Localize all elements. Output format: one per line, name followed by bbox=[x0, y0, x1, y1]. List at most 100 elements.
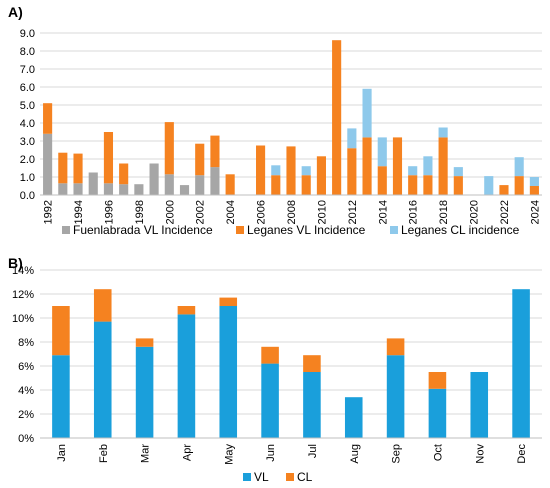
y-tick-label: 2% bbox=[18, 409, 34, 421]
bar-leganes-vl bbox=[119, 163, 129, 185]
bar-leganes-vl bbox=[43, 103, 53, 134]
legend-swatch bbox=[62, 226, 70, 234]
bar-leganes-vl bbox=[164, 122, 174, 175]
bar-cl bbox=[386, 338, 405, 356]
bar-vl bbox=[303, 372, 321, 438]
x-tick-label: Jul bbox=[307, 444, 319, 458]
y-tick-label: 12% bbox=[12, 289, 34, 301]
bar-leganes-vl bbox=[438, 137, 448, 195]
y-tick-label: 6% bbox=[18, 361, 34, 373]
bar-leganes-vl bbox=[514, 176, 524, 195]
bar-leganes-cl bbox=[377, 137, 387, 167]
bar-vl bbox=[52, 355, 70, 438]
bar-fuenlabrada-vl bbox=[43, 133, 53, 195]
bar-leganes-vl bbox=[103, 132, 114, 184]
bar-fuenlabrada-vl bbox=[164, 174, 174, 195]
bar-vl bbox=[177, 314, 196, 438]
bar-leganes-vl bbox=[286, 146, 296, 195]
bar-fuenlabrada-vl bbox=[119, 184, 129, 195]
bar-leganes-vl bbox=[271, 175, 281, 195]
bar-leganes-cl bbox=[408, 166, 418, 176]
bar-fuenlabrada-vl bbox=[103, 183, 114, 195]
bar-leganes-vl bbox=[73, 153, 83, 184]
x-tick-label: Aug bbox=[349, 444, 361, 464]
y-tick-label: 0% bbox=[18, 433, 34, 445]
bar-cl bbox=[135, 338, 154, 347]
x-tick-label: 2006 bbox=[256, 200, 268, 224]
x-tick-label: 2000 bbox=[164, 200, 176, 224]
bar-leganes-cl bbox=[423, 156, 433, 176]
x-tick-label: 1994 bbox=[73, 200, 85, 224]
x-tick-label: 1992 bbox=[43, 200, 55, 224]
bar-vl bbox=[428, 388, 447, 438]
bar-cl bbox=[52, 306, 70, 356]
bar-fuenlabrada-vl bbox=[73, 183, 83, 195]
bar-leganes-cl bbox=[362, 88, 372, 138]
y-tick-label: 2.0 bbox=[20, 154, 35, 166]
x-tick-label: Oct bbox=[432, 444, 444, 461]
y-tick-label: 4% bbox=[18, 385, 34, 397]
x-tick-label: 2018 bbox=[438, 200, 450, 224]
legend-label: Leganes VL Incidence bbox=[247, 223, 366, 237]
bar-leganes-vl bbox=[423, 175, 433, 195]
x-tick-label: Nov bbox=[474, 444, 486, 464]
bar-fuenlabrada-vl bbox=[210, 167, 220, 195]
bar-fuenlabrada-vl bbox=[149, 163, 159, 195]
bar-leganes-cl bbox=[514, 157, 524, 177]
bar-leganes-vl bbox=[377, 166, 387, 195]
x-tick-label: 2004 bbox=[225, 200, 237, 224]
y-tick-label: 14% bbox=[12, 265, 34, 277]
bar-cl bbox=[303, 355, 321, 372]
bar-leganes-vl bbox=[332, 40, 342, 196]
y-tick-label: 0.0 bbox=[20, 190, 35, 202]
bar-leganes-vl bbox=[210, 135, 220, 168]
bar-leganes-vl bbox=[195, 143, 205, 176]
bar-leganes-cl bbox=[301, 166, 311, 176]
bar-fuenlabrada-vl bbox=[88, 172, 98, 195]
legend-label: Leganes CL incidence bbox=[401, 223, 520, 237]
bar-leganes-vl bbox=[301, 175, 311, 195]
bar-vl bbox=[135, 346, 154, 438]
bar-vl bbox=[93, 321, 112, 438]
legend-swatch bbox=[236, 226, 244, 234]
x-tick-label: 2020 bbox=[469, 200, 481, 224]
x-tick-label: Dec bbox=[516, 444, 528, 464]
bar-vl bbox=[470, 372, 489, 438]
bar-leganes-cl bbox=[529, 177, 539, 186]
x-tick-label: 1998 bbox=[134, 200, 146, 224]
x-tick-label: 2014 bbox=[377, 200, 389, 224]
x-tick-label: 2002 bbox=[195, 200, 207, 224]
bar-leganes-cl bbox=[347, 128, 357, 149]
y-tick-label: 3.0 bbox=[20, 136, 35, 148]
legend-swatch bbox=[390, 226, 398, 234]
y-tick-label: 10% bbox=[12, 313, 34, 325]
bar-vl bbox=[386, 355, 405, 438]
legend-swatch bbox=[243, 473, 251, 481]
bar-leganes-vl bbox=[316, 156, 326, 195]
bar-leganes-cl bbox=[453, 167, 463, 177]
legend-swatch bbox=[286, 473, 294, 481]
bar-leganes-vl bbox=[58, 152, 68, 184]
bar-cl bbox=[177, 306, 196, 315]
y-tick-label: 8% bbox=[18, 337, 34, 349]
x-tick-label: 2022 bbox=[499, 200, 511, 224]
y-tick-label: 1.0 bbox=[20, 172, 35, 184]
bar-fuenlabrada-vl bbox=[58, 183, 68, 195]
panel-label-b: B) bbox=[8, 255, 23, 271]
bar-cl bbox=[219, 297, 238, 306]
bar-fuenlabrada-vl bbox=[195, 175, 205, 195]
y-tick-label: 9.0 bbox=[20, 28, 35, 40]
bar-leganes-vl bbox=[408, 175, 418, 195]
panel-a: A) 0.0 1.0 2.0 3.0 4.0 5.0 6.0 7.0 8.0 9.0 1992 1994… bbox=[8, 4, 542, 237]
y-tick-label: 7.0 bbox=[20, 64, 35, 76]
bar-leganes-vl bbox=[392, 137, 403, 195]
bar-leganes-vl bbox=[499, 185, 509, 195]
bar-leganes-vl bbox=[347, 148, 357, 195]
bar-leganes-cl bbox=[484, 176, 494, 195]
bar-cl bbox=[93, 289, 112, 322]
x-tick-label: Feb bbox=[98, 444, 110, 463]
bar-leganes-vl bbox=[362, 137, 372, 195]
bar-cl bbox=[261, 346, 279, 364]
x-tick-label: 2012 bbox=[347, 200, 359, 224]
